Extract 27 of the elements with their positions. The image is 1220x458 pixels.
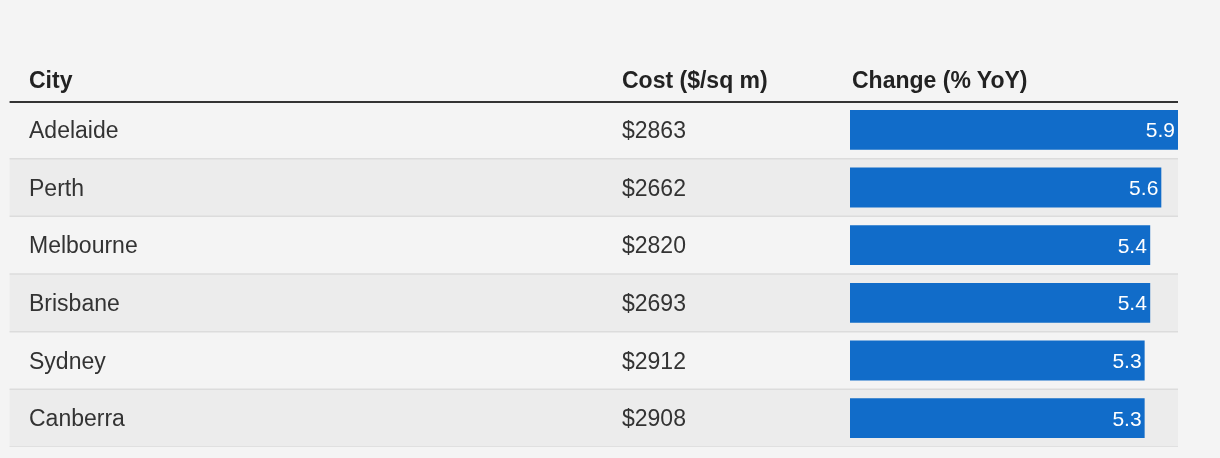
bar — [850, 340, 1145, 381]
y-tick-label: Canberra — [29, 405, 126, 431]
data-label: 5.4 — [1117, 233, 1148, 257]
y-tick-label: Adelaide — [29, 117, 119, 143]
text: $2908 — [622, 405, 686, 431]
bar — [850, 282, 1151, 323]
data-label: 5.6 — [1129, 176, 1159, 200]
y-axis-title: City — [29, 67, 73, 93]
data-label: 5.9 — [1145, 118, 1175, 142]
y-tick-label: Melbourne — [29, 232, 138, 258]
text: $2693 — [622, 290, 686, 316]
text: $2820 — [622, 232, 686, 258]
bar — [850, 225, 1151, 266]
y-tick-label: Brisbane — [29, 290, 120, 316]
text: Cost ($/sq m) — [622, 67, 768, 93]
text: $2863 — [622, 117, 686, 143]
data-label: 5.4 — [1117, 291, 1148, 315]
bar — [850, 167, 1162, 208]
y-tick-label: Sydney — [29, 348, 107, 374]
bar — [850, 109, 1178, 150]
bar — [850, 398, 1145, 439]
data-label: 5.3 — [1112, 349, 1142, 373]
chart-title: Change (% YoY) — [852, 67, 1028, 93]
data-label: 5.3 — [1112, 406, 1142, 430]
y-tick-label: Perth — [29, 175, 84, 201]
text: $2662 — [622, 175, 686, 201]
text: $2912 — [622, 348, 686, 374]
